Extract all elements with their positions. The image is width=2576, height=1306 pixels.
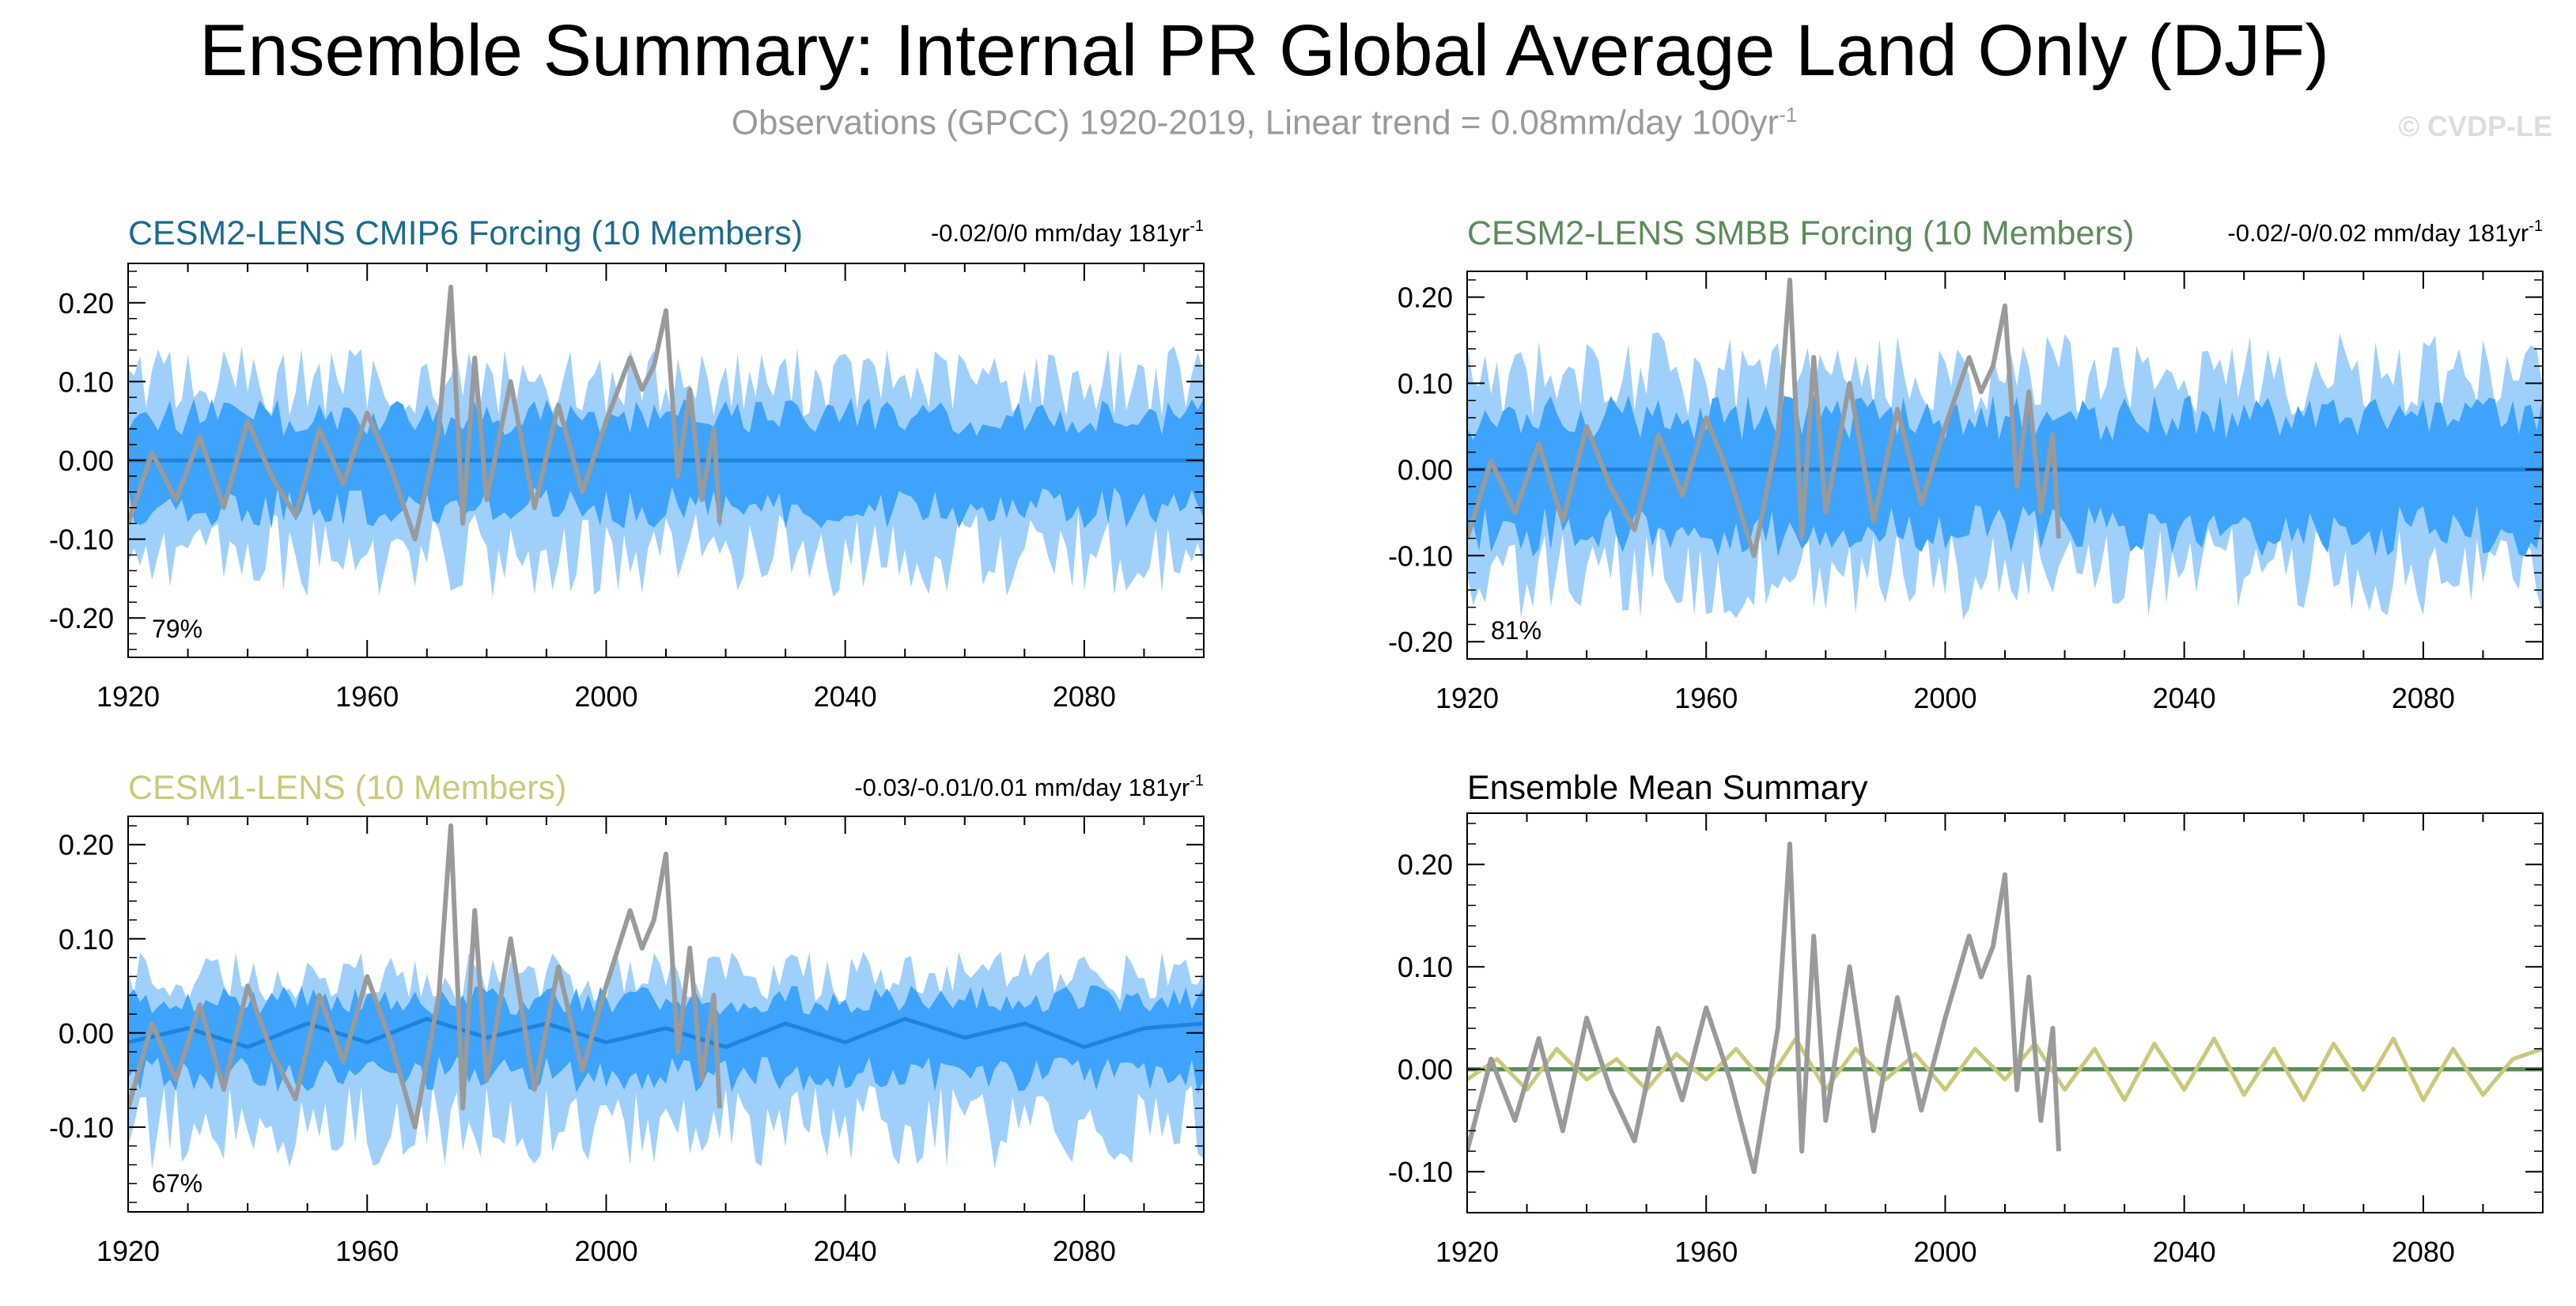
panel-trend-label: -0.02/0/0 mm/day 181yr-1 — [931, 218, 1204, 247]
panel-trend-value: -0.02/-0/0.02 mm/day 181yr — [2227, 219, 2529, 247]
y-tick-label: 0.10 — [59, 365, 114, 398]
figure-title: Ensemble Summary: Internal PR Global Ave… — [199, 10, 2330, 91]
chart-panel-p1: CESM2-LENS CMIP6 Forcing (10 Members) -0.… — [49, 214, 1205, 713]
y-tick-label: -0.20 — [1388, 626, 1453, 658]
ensemble-spread-inner-band — [1467, 395, 2543, 557]
panel-percent-label: 67% — [152, 1169, 202, 1198]
y-tick-label: 0.20 — [1398, 849, 1453, 881]
panel-trend-value: -0.03/-0.01/0.01 mm/day 181yr — [854, 774, 1190, 801]
subtitle-superscript: -1 — [1779, 103, 1798, 127]
panel-title: CESM1-LENS (10 Members) — [128, 769, 566, 807]
y-tick-label: 0.20 — [59, 829, 114, 861]
panel-trend-value: -0.02/0/0 mm/day 181yr — [931, 219, 1190, 247]
panel-plot-area — [1467, 841, 2543, 1175]
series-line-observations — [1467, 277, 2061, 558]
panel-trend-label: -0.03/-0.01/0.01 mm/day 181yr-1 — [854, 772, 1204, 801]
y-tick-label: -0.20 — [49, 602, 114, 634]
panel-trend-superscript: -1 — [1190, 218, 1204, 235]
y-tick-label: 0.10 — [1398, 951, 1453, 983]
x-tick-label: 2040 — [2153, 682, 2216, 714]
x-tick-label: 1960 — [335, 1235, 399, 1267]
x-tick-label: 2040 — [2153, 1236, 2216, 1268]
figure-subtitle: Observations (GPCC) 1920-2019, Linear tr… — [0, 104, 2529, 141]
y-tick-label: -0.10 — [1388, 1156, 1453, 1188]
y-tick-label: -0.10 — [1388, 539, 1453, 572]
x-tick-label: 2080 — [1053, 1235, 1116, 1267]
x-tick-label: 2040 — [814, 1235, 877, 1267]
chart-panel-p4: Ensemble Mean Summary 0.20 0.10 0.00 -0.10 19… — [1388, 769, 2544, 1268]
y-tick-label: 0.00 — [1398, 453, 1453, 486]
x-tick-label: 2080 — [1053, 680, 1116, 713]
x-tick-label: 2080 — [2392, 1236, 2455, 1268]
y-tick-label: 0.00 — [59, 1017, 114, 1050]
series-line-observations — [128, 284, 722, 542]
series-line-observations — [1467, 841, 2061, 1175]
x-tick-label: 1920 — [96, 1235, 160, 1267]
series-line-ensemble-mean — [128, 1016, 1204, 1050]
ensemble-spread-inner-band — [128, 398, 1204, 529]
panel-title: CESM2-LENS SMBB Forcing (10 Members) — [1467, 214, 2135, 252]
x-tick-label: 2080 — [2392, 682, 2455, 714]
panel-trend-label: -0.02/-0/0.02 mm/day 181yr-1 — [2227, 218, 2543, 247]
subtitle-text: Observations (GPCC) 1920-2019, Linear tr… — [731, 103, 1780, 142]
panel-percent-label: 79% — [152, 615, 202, 643]
x-tick-label: 2000 — [1913, 682, 1976, 714]
panel-trend-superscript: -1 — [2529, 218, 2543, 235]
series-line-observations — [128, 823, 722, 1130]
panel-percent-label: 81% — [1491, 616, 1541, 645]
x-tick-label: 1920 — [1436, 682, 1499, 714]
x-tick-label: 1960 — [335, 680, 399, 713]
panel-plot-area — [128, 284, 1204, 598]
x-tick-label: 1960 — [1674, 1236, 1738, 1268]
y-tick-label: 0.10 — [1398, 368, 1453, 400]
x-tick-label: 2000 — [574, 680, 637, 713]
panel-title: Ensemble Mean Summary — [1467, 769, 1868, 807]
y-tick-label: 0.00 — [1398, 1054, 1453, 1086]
y-tick-label: -0.10 — [49, 1111, 114, 1144]
chart-panel-p2: CESM2-LENS SMBB Forcing (10 Members) -0.0… — [1388, 214, 2544, 714]
panel-trend-superscript: -1 — [1190, 772, 1204, 789]
y-tick-label: 0.10 — [59, 923, 114, 956]
y-tick-label: 0.20 — [1398, 282, 1453, 314]
x-tick-label: 1920 — [1436, 1236, 1499, 1268]
x-tick-label: 2000 — [1913, 1236, 1976, 1268]
x-tick-label: 1920 — [96, 680, 160, 713]
x-tick-label: 2040 — [814, 680, 877, 713]
y-tick-label: 0.20 — [59, 287, 114, 320]
panel-plot-area — [128, 823, 1204, 1169]
y-tick-label: -0.10 — [49, 524, 114, 556]
x-tick-label: 1960 — [1674, 682, 1738, 714]
x-tick-label: 2000 — [574, 1235, 637, 1267]
watermark: © CVDP-LE — [2398, 110, 2552, 142]
y-tick-label: 0.00 — [59, 445, 114, 477]
chart-panel-p3: CESM1-LENS (10 Members) -0.03/-0.01/0.01 … — [49, 769, 1205, 1267]
panel-title: CESM2-LENS CMIP6 Forcing (10 Members) — [128, 214, 803, 252]
panel-plot-area — [1467, 277, 2543, 619]
